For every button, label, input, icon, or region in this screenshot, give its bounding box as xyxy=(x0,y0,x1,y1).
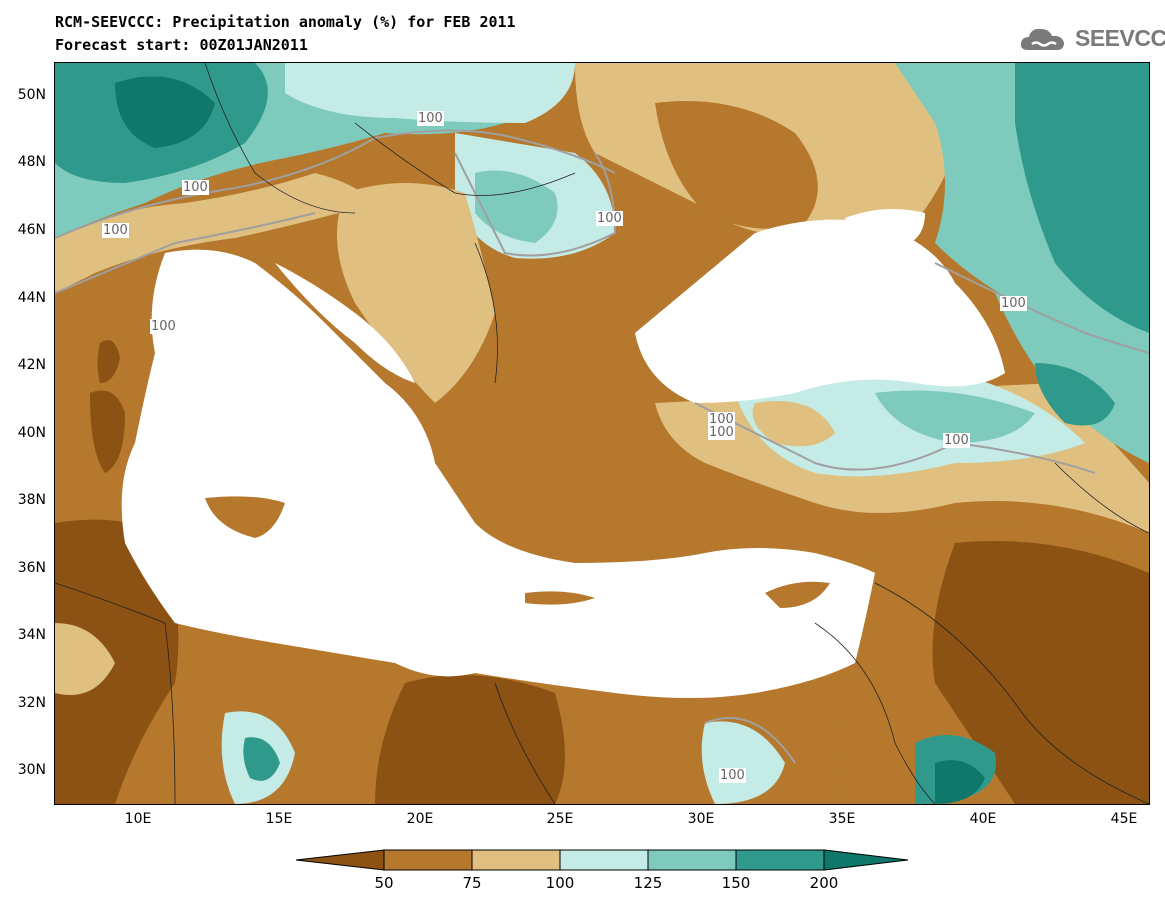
anomaly-region-caucasus-high xyxy=(1035,363,1115,426)
colorbar-label-200: 200 xyxy=(809,874,839,892)
corsica-island xyxy=(97,340,120,383)
contour-100-turkey xyxy=(694,402,1096,474)
anomaly-region-ukraine-dry xyxy=(655,101,818,229)
anomaly-region-iraq-dry xyxy=(932,541,1149,804)
anomaly-region-carpathians-high xyxy=(475,170,558,243)
colorbar-segment-50-75 xyxy=(383,849,473,871)
contour-100-alps xyxy=(55,212,316,294)
contour-label: 100 xyxy=(943,433,970,448)
colorbar xyxy=(295,849,909,871)
anomaly-region-russia-high xyxy=(1015,63,1149,333)
lon-label-35e: 35E xyxy=(828,811,856,827)
contour-label: 100 xyxy=(708,412,735,427)
contour-label: 100 xyxy=(596,211,623,226)
colorbar-label-50: 50 xyxy=(374,874,394,892)
anomaly-region-pontic-high xyxy=(875,390,1035,443)
contour-label: 100 xyxy=(708,425,735,440)
mediterranean-sea xyxy=(121,249,875,698)
contour-100-north xyxy=(55,129,616,239)
anomaly-region-algeria-tan xyxy=(55,623,115,695)
lat-label-40n: 40N xyxy=(17,425,46,441)
lon-label-30e: 30E xyxy=(687,811,715,827)
contour-label: 100 xyxy=(719,768,746,783)
lat-label-48n: 48N xyxy=(17,154,46,170)
contour-label: 100 xyxy=(150,319,177,334)
sardinia-island xyxy=(90,390,125,473)
colorbar-segment-150-200 xyxy=(735,849,825,871)
colorbar-segment-below-50 xyxy=(295,849,385,871)
anomaly-region-libya-high xyxy=(243,737,280,781)
lat-label-32n: 32N xyxy=(17,695,46,711)
lon-label-45e: 45E xyxy=(1110,811,1138,827)
forecast-start-subtitle: Forecast start: 00Z01JAN2011 xyxy=(55,36,308,54)
contour-label: 100 xyxy=(102,223,129,238)
colorbar-label-75: 75 xyxy=(462,874,482,892)
anomaly-region-alps xyxy=(55,173,375,293)
contour-100-carpathians xyxy=(454,152,617,257)
anomaly-region-poland xyxy=(285,63,575,123)
lat-label-46n: 46N xyxy=(17,222,46,238)
contour-100-sinai xyxy=(704,717,796,764)
cloud-logo-icon xyxy=(1020,28,1064,50)
sea-of-azov xyxy=(845,209,925,248)
country-borders xyxy=(55,63,1149,804)
contour-label: 100 xyxy=(182,180,209,195)
lat-label-30n: 30N xyxy=(17,762,46,778)
precipitation-anomaly-map: 100 100 100 100 100 100 100 100 100 100 xyxy=(54,62,1150,805)
lon-label-15e: 15E xyxy=(265,811,293,827)
cyprus-island xyxy=(765,581,830,608)
colorbar-label-100: 100 xyxy=(545,874,575,892)
contour-100-caucasus xyxy=(934,262,1149,354)
anomaly-region-arabia-max xyxy=(935,760,985,804)
lat-label-44n: 44N xyxy=(17,290,46,306)
contour-label: 100 xyxy=(417,111,444,126)
anomaly-region-egypt-dry xyxy=(375,675,565,804)
colorbar-segment-125-150 xyxy=(647,849,737,871)
adriatic-sea xyxy=(275,263,415,383)
lat-label-38n: 38N xyxy=(17,492,46,508)
colorbar-segment-100-125 xyxy=(559,849,649,871)
map-canvas xyxy=(55,63,1149,804)
lat-label-34n: 34N xyxy=(17,627,46,643)
colorbar-label-125: 125 xyxy=(633,874,663,892)
anomaly-region-sinai-wet xyxy=(701,721,785,804)
black-sea xyxy=(635,219,1005,403)
lon-label-40e: 40E xyxy=(969,811,997,827)
anomaly-region-algeria xyxy=(55,519,179,804)
lat-label-36n: 36N xyxy=(17,560,46,576)
map-title: RCM-SEEVCCC: Precipitation anomaly (%) f… xyxy=(55,13,516,31)
sicily-island xyxy=(205,496,285,538)
colorbar-segment-75-100 xyxy=(471,849,561,871)
seevccc-logo-text: SEEVCCC xyxy=(1075,25,1165,51)
colorbar-label-150: 150 xyxy=(721,874,751,892)
tyrrhenian-sea xyxy=(205,263,315,423)
lon-label-25e: 25E xyxy=(546,811,574,827)
lon-label-10e: 10E xyxy=(124,811,152,827)
anomaly-region-central-anatolia xyxy=(752,401,835,447)
lon-label-20e: 20E xyxy=(406,811,434,827)
crete-island xyxy=(525,591,595,605)
anomaly-region-balkans xyxy=(337,183,495,403)
lat-label-42n: 42N xyxy=(17,357,46,373)
colorbar-segment-above-200 xyxy=(823,849,909,871)
contour-label: 100 xyxy=(1000,296,1027,311)
lat-label-50n: 50N xyxy=(17,87,46,103)
anomaly-region-germany-max xyxy=(115,76,215,148)
